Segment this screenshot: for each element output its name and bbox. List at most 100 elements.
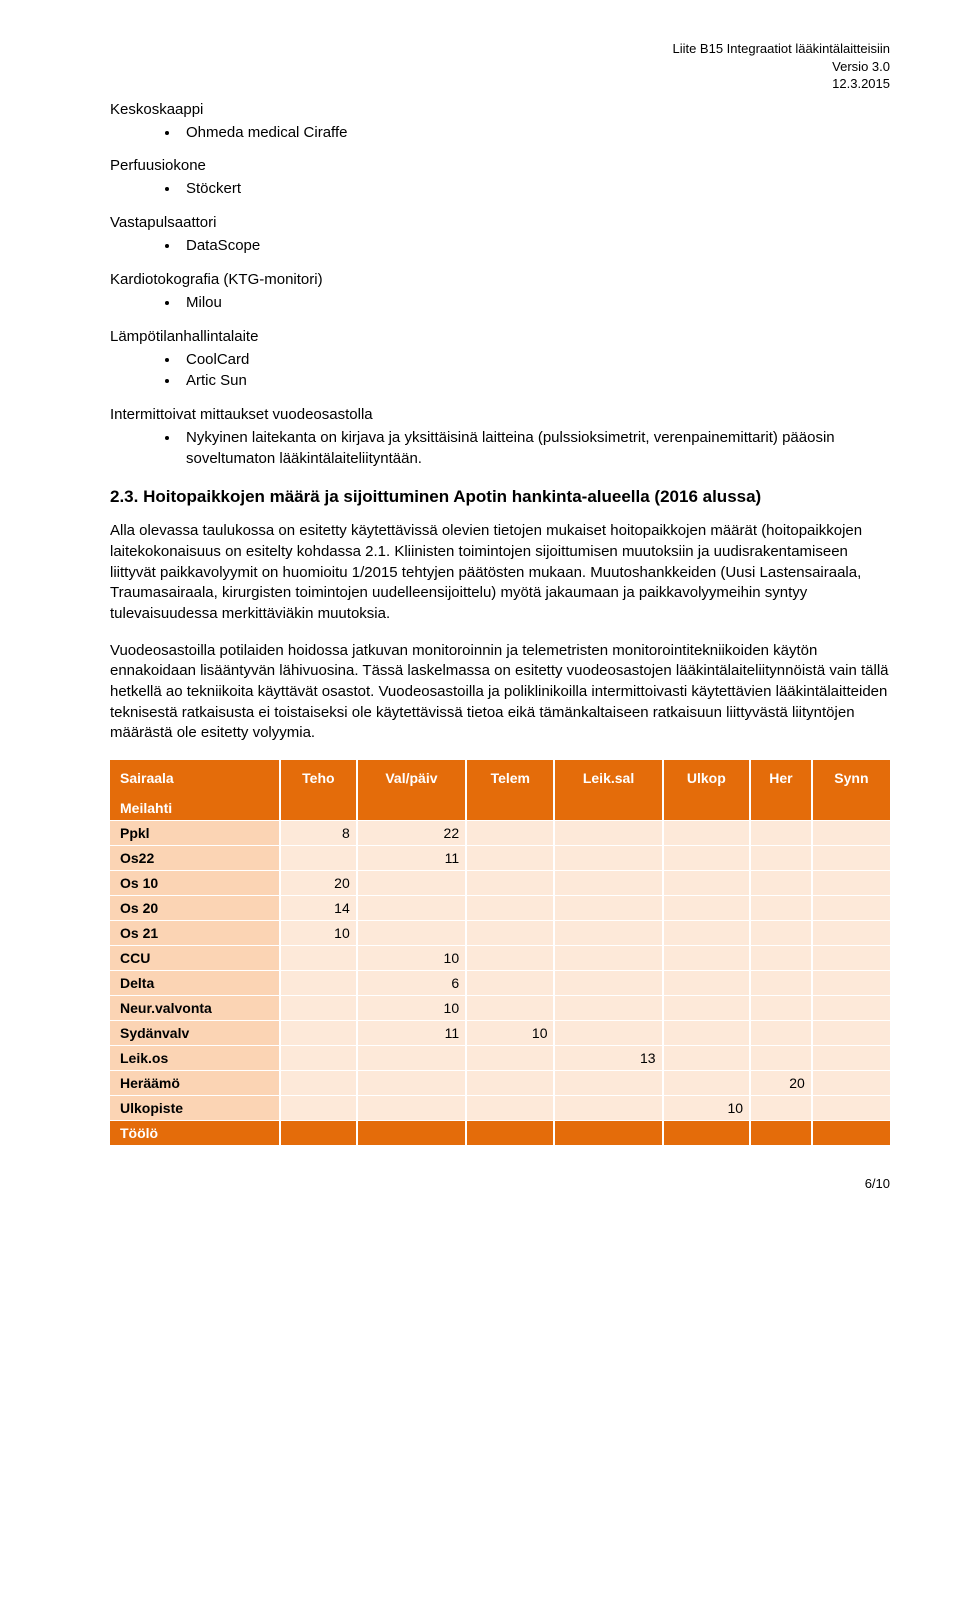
table-cell (280, 1096, 357, 1121)
table-cell (750, 1096, 812, 1121)
list-heading: Kardiotokografia (KTG-monitori) (110, 271, 890, 288)
table-cell (357, 921, 466, 946)
table-cell (466, 846, 554, 871)
table-cell (554, 1121, 662, 1146)
table-cell (357, 796, 466, 821)
col-header: Telem (466, 760, 554, 796)
table-cell: 10 (357, 946, 466, 971)
row-label: Meilahti (110, 796, 280, 821)
table-cell (812, 996, 890, 1021)
table-cell (466, 1096, 554, 1121)
table-cell (812, 821, 890, 846)
row-label: Sydänvalv (110, 1021, 280, 1046)
table-cell (466, 996, 554, 1021)
bullet-list: Ohmeda medical Ciraffe (110, 122, 890, 144)
table-cell (750, 1021, 812, 1046)
table-cell (357, 1096, 466, 1121)
col-header: Synn (812, 760, 890, 796)
document-page: Liite B15 Integraatiot lääkintälaitteisi… (0, 0, 960, 1211)
table-cell (466, 1071, 554, 1096)
table-cell (750, 971, 812, 996)
table-cell (554, 896, 662, 921)
col-header: Her (750, 760, 812, 796)
table-cell (663, 871, 750, 896)
header-line: 12.3.2015 (110, 75, 890, 93)
bullet-list: Stöckert (110, 178, 890, 200)
table-cell (357, 1071, 466, 1096)
col-header: Ulkop (663, 760, 750, 796)
table-cell (750, 996, 812, 1021)
table-cell (750, 871, 812, 896)
row-label: Leik.os (110, 1046, 280, 1071)
table-cell (466, 871, 554, 896)
table-cell (554, 946, 662, 971)
table-cell (466, 946, 554, 971)
row-label: Neur.valvonta (110, 996, 280, 1021)
table-cell (750, 846, 812, 871)
page-number: 6/10 (110, 1176, 890, 1191)
row-label: Delta (110, 971, 280, 996)
table-cell (663, 846, 750, 871)
table-cell (466, 796, 554, 821)
table-cell: 10 (663, 1096, 750, 1121)
table-cell (812, 1096, 890, 1121)
table-cell (554, 796, 662, 821)
row-label: Os22 (110, 846, 280, 871)
table-row: Os 1020 (110, 871, 890, 896)
bullet-list: Nykyinen laitekanta on kirjava ja yksitt… (110, 427, 890, 469)
table-cell (812, 1121, 890, 1146)
table-cell: 22 (357, 821, 466, 846)
row-label: Ppkl (110, 821, 280, 846)
bulleted-section: Intermittoivat mittaukset vuodeosastolla… (110, 406, 890, 469)
table-cell (663, 1046, 750, 1071)
table-cell: 11 (357, 846, 466, 871)
table-cell (554, 996, 662, 1021)
table-cell (357, 1046, 466, 1071)
table-cell (663, 896, 750, 921)
header-line: Versio 3.0 (110, 58, 890, 76)
table-cell (280, 846, 357, 871)
table-cell (280, 1021, 357, 1046)
col-header: Sairaala (110, 760, 280, 796)
table-cell (280, 996, 357, 1021)
table-cell (663, 821, 750, 846)
row-label: Os 21 (110, 921, 280, 946)
table-cell (554, 1071, 662, 1096)
header-line: Liite B15 Integraatiot lääkintälaitteisi… (110, 40, 890, 58)
table-row: Ppkl822 (110, 821, 890, 846)
row-label: Ulkopiste (110, 1096, 280, 1121)
table-cell (812, 871, 890, 896)
row-label: Os 20 (110, 896, 280, 921)
table-cell (663, 1071, 750, 1096)
col-header: Teho (280, 760, 357, 796)
table-cell (554, 846, 662, 871)
table-cell (812, 796, 890, 821)
table-cell (812, 1046, 890, 1071)
table-cell (466, 971, 554, 996)
table-row: Os22 11 (110, 846, 890, 871)
list-item: DataScope (180, 235, 890, 257)
table-row: Meilahti (110, 796, 890, 821)
table-cell: 14 (280, 896, 357, 921)
table-header-row: Sairaala Teho Val/päiv Telem Leik.sal Ul… (110, 760, 890, 796)
col-header: Leik.sal (554, 760, 662, 796)
table-cell (554, 1021, 662, 1046)
table-cell: 10 (280, 921, 357, 946)
table-cell (663, 1121, 750, 1146)
row-label: Heräämö (110, 1071, 280, 1096)
list-heading: Keskoskaappi (110, 101, 890, 118)
table-cell: 11 (357, 1021, 466, 1046)
table-cell (812, 1021, 890, 1046)
hospital-table: Sairaala Teho Val/päiv Telem Leik.sal Ul… (110, 760, 890, 1146)
bulleted-section: Kardiotokografia (KTG-monitori) Milou (110, 271, 890, 314)
table-row: Sydänvalv1110 (110, 1021, 890, 1046)
table-cell (663, 996, 750, 1021)
table-row: Leik.os13 (110, 1046, 890, 1071)
table-cell (357, 896, 466, 921)
table-row: Os 2014 (110, 896, 890, 921)
bulleted-section: Vastapulsaattori DataScope (110, 214, 890, 257)
list-item: CoolCard (180, 349, 890, 371)
paragraph: Alla olevassa taulukossa on esitetty käy… (110, 521, 890, 624)
table-cell (750, 1121, 812, 1146)
col-header: Val/päiv (357, 760, 466, 796)
